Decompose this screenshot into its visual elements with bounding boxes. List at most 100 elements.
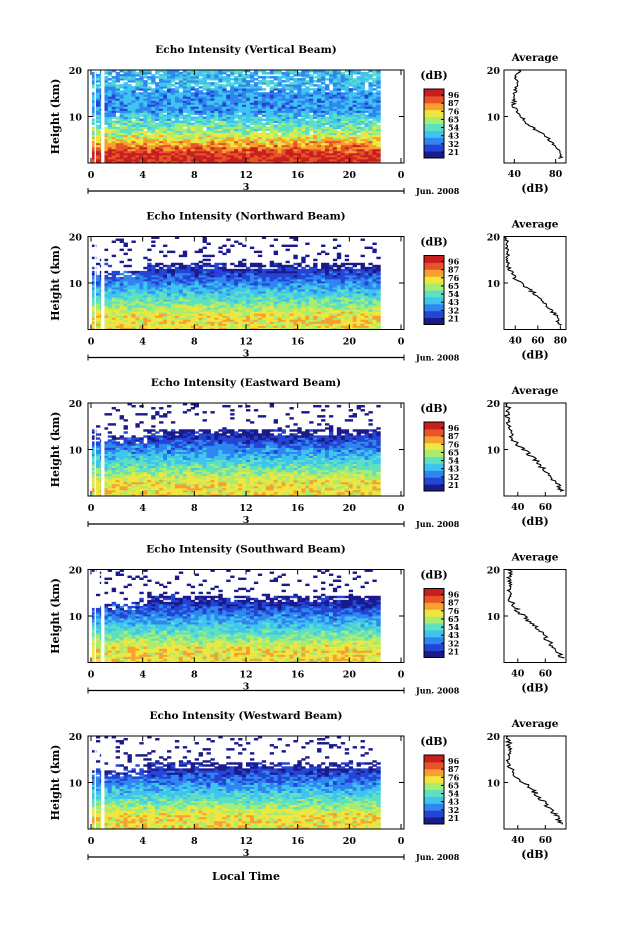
heatmap-cell (226, 158, 231, 162)
heatmap-cell (186, 122, 192, 125)
heatmap-cell (143, 142, 148, 146)
heatmap-cell (257, 138, 263, 142)
heatmap-cell (285, 112, 290, 115)
heatmap-cell (214, 128, 219, 132)
heatmap-cell (151, 236, 156, 239)
heatmap-cell (253, 146, 259, 150)
heatmap-cell (182, 321, 188, 324)
heatmap-cell (174, 309, 180, 312)
heatmap-cell (336, 156, 342, 160)
heatmap-cell (202, 142, 207, 146)
colorbar-segment (424, 135, 444, 138)
heatmap-cell (301, 140, 306, 144)
heatmap-cell (289, 116, 294, 119)
heatmap-cell (143, 272, 148, 276)
heatmap-cell (238, 96, 243, 99)
heatmap-cell (103, 108, 109, 111)
heatmap-cell (269, 124, 275, 128)
heatmap-cell (249, 90, 255, 93)
heatmap-cell (198, 142, 203, 146)
heatmap-cell (182, 315, 188, 318)
heatmap-cell (360, 80, 365, 83)
heatmap-cell (257, 315, 263, 318)
heatmap-cell (194, 293, 199, 296)
heatmap-cell (277, 291, 282, 294)
heatmap-cell (91, 86, 97, 89)
heatmap-cell (218, 116, 223, 119)
heatmap-cell (281, 291, 286, 294)
heatmap-cell (340, 76, 346, 79)
heatmap-cell (115, 293, 120, 296)
heatmap-cell (336, 142, 342, 146)
heatmap-cell (91, 144, 97, 148)
heatmap-cell (249, 319, 255, 322)
heatmap-cell (190, 142, 196, 146)
heatmap-cell (277, 262, 282, 266)
heatmap-cell (328, 102, 334, 105)
heatmap-cell (155, 272, 160, 276)
heatmap-cell (293, 144, 298, 148)
heatmap-cell (269, 319, 275, 322)
heatmap-cell (218, 309, 223, 312)
heatmap-cell (206, 144, 211, 148)
heatmap-cell (210, 150, 215, 154)
heatmap-cell (332, 88, 338, 91)
heatmap-cell (340, 148, 346, 152)
heatmap-cell (336, 102, 342, 105)
heatmap-cell (202, 100, 207, 103)
heatmap-cell (293, 295, 298, 298)
heatmap-cell (253, 90, 259, 93)
heatmap-cell (214, 92, 219, 95)
heatmap-cell (277, 305, 282, 308)
heatmap-cell (317, 92, 322, 95)
heatmap-cell (246, 148, 251, 152)
heatmap-cell (159, 118, 164, 121)
heatmap-cell (313, 144, 318, 148)
heatmap-cell (309, 102, 314, 105)
heatmap-cell (238, 144, 243, 148)
heatmap-cell (163, 126, 168, 130)
heatmap-cell (273, 283, 278, 286)
heatmap-cell (261, 126, 267, 130)
heatmap-cell (238, 136, 243, 140)
heatmap-cell (214, 114, 219, 117)
heatmap-cell (305, 146, 310, 150)
heatmap-cell (234, 132, 239, 136)
heatmap-cell (210, 128, 215, 132)
heatmap-cell (119, 289, 124, 292)
heatmap-cell (206, 70, 211, 73)
heatmap-cell (214, 283, 219, 286)
heatmap-cell (277, 92, 282, 95)
heatmap-cell (340, 84, 346, 87)
colorbar-segment (424, 148, 444, 152)
heatmap-cell (135, 311, 140, 314)
heatmap-cell (277, 325, 282, 328)
heatmap-cell (261, 92, 267, 95)
heatmap-cell (336, 124, 342, 128)
heatmap-cell (170, 283, 176, 286)
heatmap-cell (198, 146, 203, 150)
heatmap-cell (123, 96, 128, 99)
heatmap-cell (305, 136, 310, 140)
heatmap-cell (301, 156, 306, 160)
heatmap-cell (147, 94, 152, 97)
heatmap-cell (147, 274, 152, 278)
heatmap-cell (214, 132, 219, 136)
heatmap-cell (131, 158, 136, 162)
heatmap-cell (226, 104, 231, 107)
heatmap-cell (206, 299, 211, 302)
heatmap-cell (277, 287, 282, 290)
heatmap-cell (214, 90, 219, 93)
heatmap-cell (356, 152, 361, 156)
heatmap-cell (167, 325, 172, 328)
heatmap-cell (194, 295, 199, 298)
heatmap-cell (293, 156, 298, 160)
heatmap-cell (127, 280, 132, 284)
heatmap-cell (281, 321, 286, 324)
heatmap-cell (218, 315, 223, 318)
heatmap-cell (91, 158, 97, 162)
heatmap-cell (214, 272, 219, 276)
colorbar-tick-label: 76 (448, 106, 460, 116)
heatmap-cell (111, 106, 117, 109)
heatmap-cell (186, 70, 192, 73)
